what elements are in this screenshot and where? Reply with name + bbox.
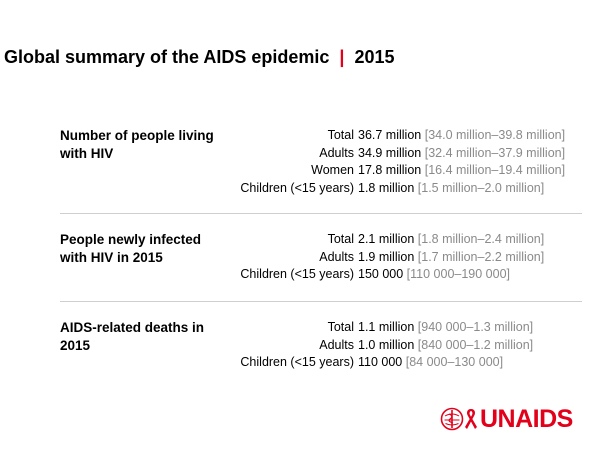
stat-value: 2.1 million (358, 232, 415, 246)
section-divider (60, 213, 582, 214)
stat-range: [1.8 million–2.4 million] (417, 232, 545, 246)
stat-category: Total (327, 320, 354, 334)
stat-value: 17.8 million (358, 163, 422, 177)
stat-value-group: 2.1 million [1.8 million–2.4 million] (358, 231, 544, 249)
stat-category: Children (<15 years) (240, 267, 354, 281)
stat-row: Children (<15 years) 110 000 [84 000–130… (60, 354, 582, 372)
section-rows: Total 1.1 million [940 000–1.3 million] … (60, 319, 582, 372)
stat-category: Adults (319, 337, 354, 352)
stat-category: Children (<15 years) (240, 180, 354, 195)
stat-value: 1.8 million (358, 180, 415, 195)
section-heading: AIDS-related deaths in 2015 (60, 320, 205, 353)
stat-category: Children (<15 years) (240, 355, 354, 369)
stat-value-group: 36.7 million [34.0 million–39.8 million] (358, 127, 565, 145)
stat-range: [940 000–1.3 million] (417, 320, 534, 334)
section-heading: People newly infected with HIV in 2015 (60, 232, 202, 265)
stat-value-group: 17.8 million [16.4 million–19.4 million] (358, 162, 565, 180)
stat-range: [1.5 million–2.0 million] (417, 180, 545, 195)
stat-row: Total 2.1 million [1.8 million–2.4 milli… (60, 231, 582, 249)
stat-value: 1.9 million (358, 249, 415, 264)
stat-value: 1.0 million (358, 337, 415, 352)
stat-range: [84 000–130 000] (405, 355, 504, 369)
stat-value-group: 110 000 [84 000–130 000] (358, 354, 503, 372)
stat-category: Women (311, 163, 354, 177)
stat-category: Adults (319, 249, 354, 264)
stat-value: 1.1 million (358, 320, 415, 334)
unaids-wordmark: UNAIDS (480, 405, 573, 433)
section-heading: Number of people living with HIV (60, 128, 214, 161)
stat-value-group: 1.8 million [1.5 million–2.0 million] (358, 180, 544, 198)
stat-value-group: 1.0 million [840 000–1.2 million] (358, 337, 533, 355)
page-title: Global summary of the AIDS epidemic | 2015 (4, 47, 395, 68)
stat-value-group: 1.9 million [1.7 million–2.2 million] (358, 249, 544, 267)
stat-range: [1.7 million–2.2 million] (417, 249, 545, 264)
stat-row: Total 1.1 million [940 000–1.3 million] (60, 319, 582, 337)
stat-row: Adults 34.9 million [32.4 million–37.9 m… (60, 145, 582, 163)
stat-value-group: 34.9 million [32.4 million–37.9 million] (358, 145, 565, 163)
section-rows: Total 2.1 million [1.8 million–2.4 milli… (60, 231, 582, 284)
stat-row: Children (<15 years) 150 000 [110 000–19… (60, 266, 582, 284)
stat-value-group: 150 000 [110 000–190 000] (358, 266, 510, 284)
stat-value: 36.7 million (358, 128, 422, 142)
stat-value: 110 000 (358, 355, 403, 369)
stat-range: [16.4 million–19.4 million] (424, 163, 566, 177)
who-emblem-icon (440, 407, 464, 431)
stat-range: [32.4 million–37.9 million] (424, 145, 566, 160)
stat-row: Adults 1.9 million [1.7 million–2.2 mill… (60, 249, 582, 267)
title-separator: | (339, 47, 345, 67)
section-divider (60, 301, 582, 302)
stat-range: [840 000–1.2 million] (417, 337, 534, 352)
stat-value-group: 1.1 million [940 000–1.3 million] (358, 319, 533, 337)
stat-row: Women 17.8 million [16.4 million–19.4 mi… (60, 162, 582, 180)
stat-range: [34.0 million–39.8 million] (424, 128, 566, 142)
stat-row: Adults 1.0 million [840 000–1.2 million] (60, 337, 582, 355)
unaids-logo: UNAIDS (440, 404, 573, 434)
stat-category: Adults (319, 145, 354, 160)
stat-row: Total 36.7 million [34.0 million–39.8 mi… (60, 127, 582, 145)
stat-value: 34.9 million (358, 145, 422, 160)
red-ribbon-icon (464, 407, 478, 431)
stat-row: Children (<15 years) 1.8 million [1.5 mi… (60, 180, 582, 198)
stat-value: 150 000 (358, 267, 404, 281)
title-year: 2015 (354, 47, 395, 67)
stat-category: Total (327, 232, 354, 246)
title-main: Global summary of the AIDS epidemic (4, 47, 330, 67)
stat-category: Total (327, 128, 354, 142)
stat-range: [110 000–190 000] (406, 267, 511, 281)
section-rows: Total 36.7 million [34.0 million–39.8 mi… (60, 127, 582, 197)
